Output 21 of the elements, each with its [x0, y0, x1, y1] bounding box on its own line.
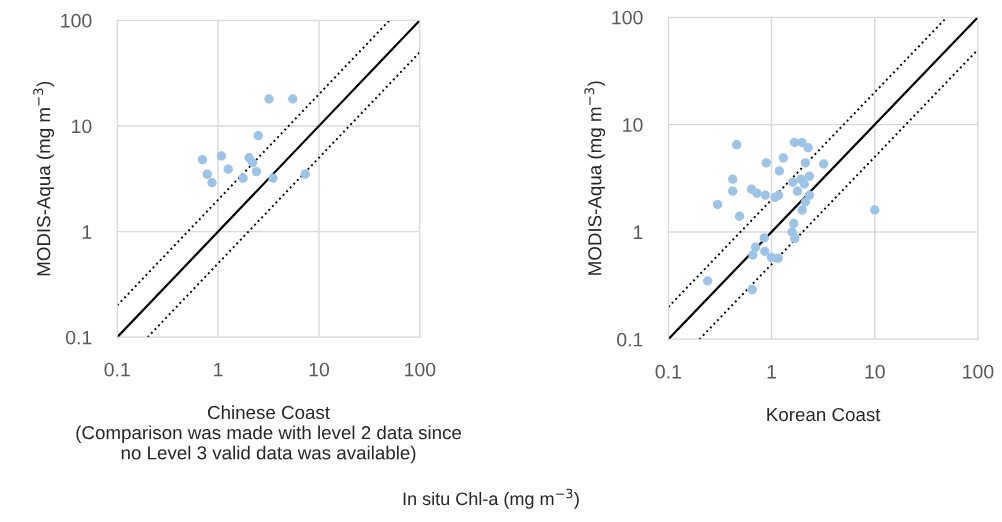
y-tick-label: 0.1	[617, 332, 643, 347]
y-tick-label: 100	[61, 13, 92, 28]
y-tick-label: 0.1	[65, 330, 92, 345]
x-axis-title: Chinese Coast (Comparison was made with level 2 data since no Level 3 valid data was available)	[76, 405, 462, 464]
y-tick-label: 1	[82, 225, 92, 239]
y-tick-label: 1	[634, 225, 643, 239]
x-tick-label: 1	[767, 365, 776, 379]
x-tick-label: 10	[309, 362, 330, 377]
x-tick-label: 100	[405, 362, 436, 377]
x-tick-label: 0.1	[104, 362, 130, 377]
x-tick-label: 100	[963, 364, 994, 379]
y-axis-title: MODIS-Aqua (mg m$^{−3}$)	[584, 81, 606, 275]
x-tick-label: 1	[214, 362, 223, 377]
y-tick-label: 10	[72, 119, 92, 134]
x-axis-title: Korean Coast	[767, 407, 881, 422]
x-tick-label: 10	[865, 364, 885, 379]
text: In situ Chl-a (mg m$^{−3}$)	[403, 488, 579, 509]
y-tick-label: 100	[612, 10, 643, 25]
x-tick-label: 0.1	[655, 364, 681, 379]
y-axis-title: MODIS-Aqua (mg m$^{−3}$)	[33, 81, 55, 276]
y-tick-label: 10	[623, 118, 643, 132]
